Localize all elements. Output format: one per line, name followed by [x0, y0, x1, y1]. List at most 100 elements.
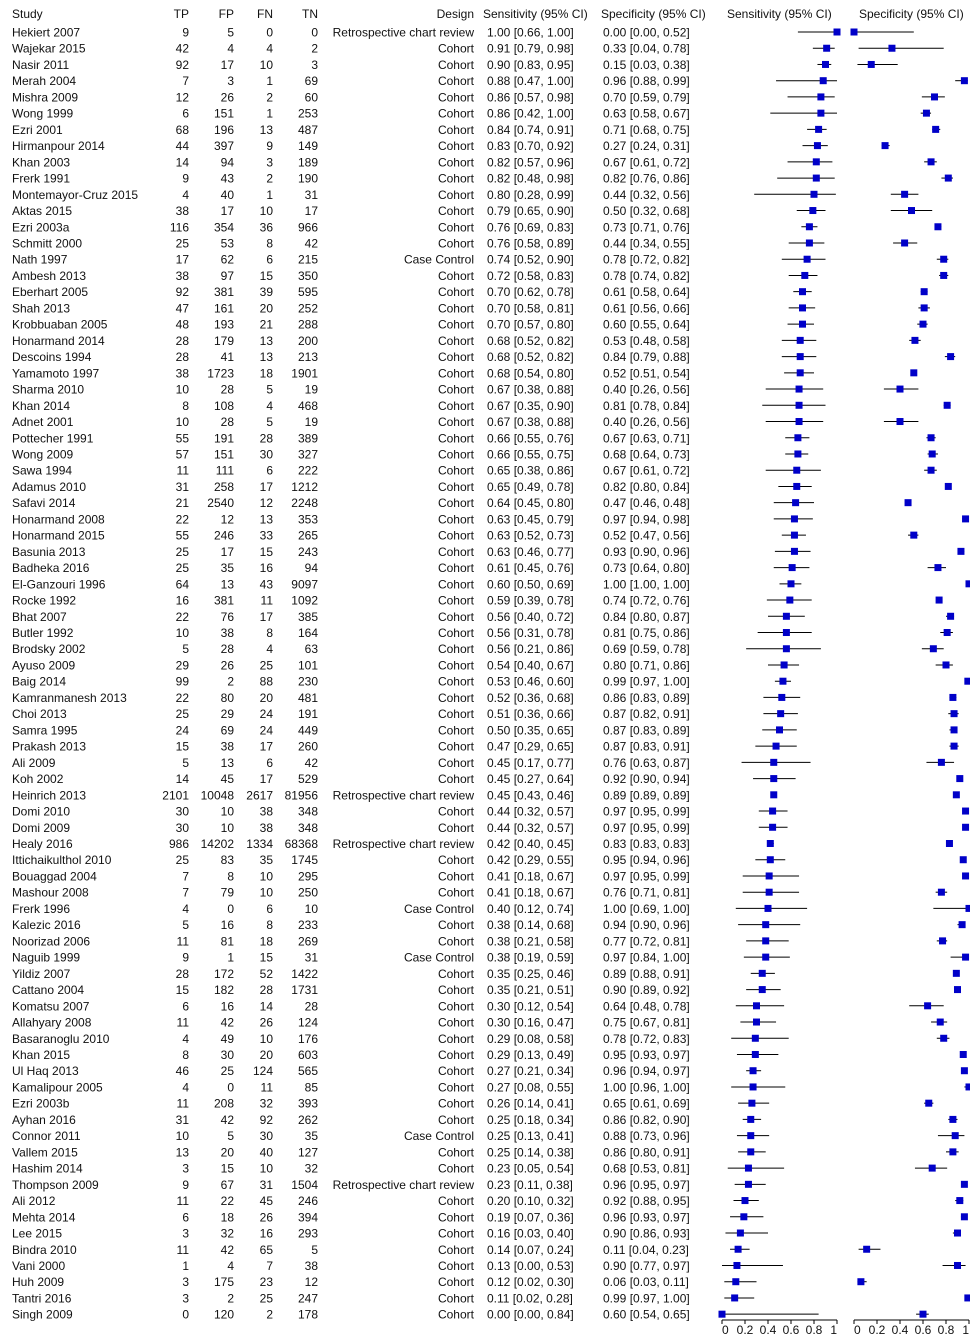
tp-value: 55 [176, 431, 190, 445]
tp-value: 9 [182, 172, 189, 186]
study-row: Khan 2015 8 30 20 603 Cohort 0.29 [0.13, 0.49]… [12, 1048, 967, 1062]
fn-value: 45 [260, 1194, 274, 1208]
tn-value: 38 [305, 1259, 319, 1273]
design-value: Cohort [438, 285, 475, 299]
tn-value: 247 [298, 1291, 318, 1305]
fn-value: 20 [260, 301, 274, 315]
tp-value: 0 [182, 1308, 189, 1322]
fn-value: 92 [260, 1113, 274, 1127]
sensitivity-ci-text: 0.25 [0.18, 0.34] [487, 1113, 574, 1127]
design-value: Cohort [438, 58, 475, 72]
study-name: Hirmanpour 2014 [12, 139, 105, 153]
study-name: Khan 2014 [12, 399, 70, 413]
specificity-point [927, 158, 935, 166]
tn-value: 288 [298, 318, 318, 332]
fp-value: 16 [221, 918, 235, 932]
study-row: Thompson 2009 9 67 31 1504 Retrospective char… [12, 1178, 968, 1192]
sensitivity-point [753, 1002, 760, 1010]
sensitivity-ci-text: 0.86 [0.42, 1.00] [487, 107, 574, 121]
study-row: Mashour 2008 7 79 10 250 Cohort 0.41 [0.18, 0.… [12, 886, 948, 900]
sensitivity-point [799, 288, 806, 296]
x-axes: 0 0.2 0.4 0.6 0.8 1 0 0.2 0.4 0.6 0.8 1 [721, 1319, 970, 1334]
study-row: Honarmand 2015 55 246 33 265 Cohort 0.63 [0.52… [12, 529, 919, 543]
fn-value: 15 [260, 269, 274, 283]
study-name: Ezri 2001 [12, 123, 63, 137]
sensitivity-ci-text: 0.23 [0.05, 0.54] [487, 1162, 574, 1176]
study-name: Ambesh 2013 [12, 269, 86, 283]
fn-value: 1334 [246, 837, 273, 851]
sensitivity-ci-text: 0.79 [0.65, 0.90] [487, 204, 574, 218]
specificity-point [924, 1002, 932, 1010]
specificity-ci-text: 0.90 [0.89, 0.92] [603, 983, 690, 997]
sensitivity-point [740, 1213, 748, 1221]
study-row: Vallem 2015 13 20 40 127 Cohort 0.25 [0.14, 0.… [12, 1145, 959, 1159]
tp-value: 10 [176, 415, 190, 429]
fn-value: 10 [260, 204, 274, 218]
tn-value: 565 [298, 1064, 318, 1078]
sensitivity-point [788, 564, 796, 572]
tp-value: 47 [176, 301, 190, 315]
specificity-ci-text: 0.40 [0.26, 0.56] [603, 415, 690, 429]
tn-value: 164 [298, 626, 318, 640]
study-name: Kamranmanesh 2013 [12, 691, 127, 705]
specificity-point [935, 596, 943, 604]
tn-value: 222 [298, 464, 318, 478]
sensitivity-point [747, 1115, 755, 1123]
design-value: Cohort [438, 480, 475, 494]
fp-value: 20 [221, 1145, 235, 1159]
design-value: Cohort [438, 1275, 475, 1289]
tn-value: 9097 [291, 577, 318, 591]
sensitivity-tick-label: 1 [830, 1323, 837, 1334]
fn-value: 18 [260, 366, 274, 380]
specificity-tick-label: 0.6 [915, 1323, 932, 1334]
study-name: Yamamoto 1997 [12, 366, 99, 380]
specificity-ci-text: 0.76 [0.71, 0.81] [603, 886, 690, 900]
tn-value: 252 [298, 301, 318, 315]
fp-value: 4 [227, 1259, 234, 1273]
specificity-point [950, 726, 958, 734]
specificity-point [922, 109, 930, 117]
header-tn: TN [302, 7, 318, 21]
sensitivity-point [758, 986, 766, 994]
specificity-point [949, 693, 957, 701]
study-name: Mishra 2009 [12, 90, 78, 104]
sensitivity-point [805, 223, 813, 231]
specificity-ci-text: 0.78 [0.74, 0.82] [603, 269, 690, 283]
tn-value: 60 [305, 90, 319, 104]
specificity-point [867, 60, 875, 68]
study-name: Noorizad 2006 [12, 934, 90, 948]
fn-value: 7 [266, 1259, 273, 1273]
sensitivity-point [732, 1278, 740, 1286]
study-name: Wajekar 2015 [12, 42, 86, 56]
sensitivity-ci-text: 0.45 [0.27, 0.64] [487, 772, 574, 786]
specificity-ci-text: 0.67 [0.63, 0.71] [603, 431, 690, 445]
specificity-point [927, 434, 935, 442]
specificity-point [956, 1197, 964, 1205]
study-row: Basunia 2013 25 17 15 243 Cohort 0.63 [0.46, 0… [12, 545, 965, 559]
sensitivity-ci-text: 0.29 [0.13, 0.49] [487, 1048, 574, 1062]
fn-value: 3 [266, 155, 273, 169]
sensitivity-ci-text: 0.67 [0.35, 0.90] [487, 399, 574, 413]
specificity-ci-text: 0.67 [0.61, 0.72] [603, 464, 690, 478]
fp-value: 208 [214, 1097, 234, 1111]
specificity-point [944, 482, 952, 490]
sensitivity-point [787, 580, 795, 588]
tn-value: 595 [298, 285, 318, 299]
study-row: Vani 2000 1 4 7 38 Cohort 0.13 [0.00, 0.53] 0.9… [12, 1259, 966, 1273]
tn-value: 63 [305, 642, 319, 656]
design-value: Cohort [438, 139, 475, 153]
sensitivity-ci-text: 0.68 [0.52, 0.82] [487, 334, 574, 348]
sensitivity-point [793, 482, 801, 490]
fn-value: 24 [260, 723, 274, 737]
fn-value: 18 [260, 934, 274, 948]
tn-value: 243 [298, 545, 318, 559]
study-name: Naguib 1999 [12, 951, 80, 965]
sensitivity-point [769, 807, 777, 815]
study-name: Vallem 2015 [12, 1145, 78, 1159]
fn-value: 38 [260, 821, 274, 835]
fp-value: 97 [221, 269, 235, 283]
study-row: Aktas 2015 38 17 10 17 Cohort 0.79 [0.65, 0.90… [12, 204, 933, 218]
study-name: Ali 2009 [12, 756, 56, 770]
study-name: Kalezic 2016 [12, 918, 81, 932]
sensitivity-point [777, 710, 785, 718]
